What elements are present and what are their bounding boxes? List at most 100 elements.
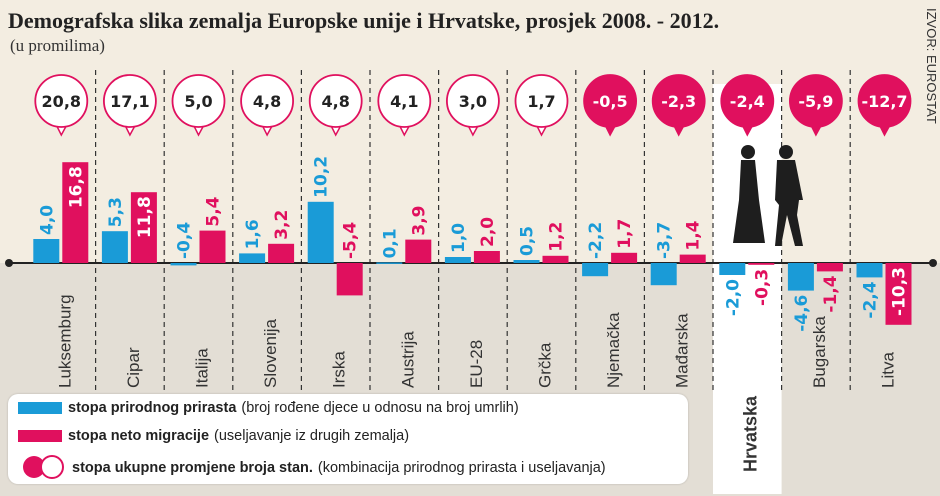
bar-natural-growth [787, 263, 814, 291]
total-change-label: -2,3 [661, 92, 696, 111]
value-label: 11,8 [135, 196, 155, 238]
bar-natural-growth [307, 201, 334, 263]
bar-migration [473, 251, 500, 263]
value-label: 0,1 [380, 228, 400, 258]
value-label: -3,7 [655, 222, 675, 259]
bar-migration [679, 254, 706, 263]
legend-swatch-pink [18, 430, 62, 442]
category-label: Cipar [124, 347, 143, 388]
bar-natural-growth [650, 263, 677, 286]
legend-note: (useljavanje iz drugih zemalja) [214, 428, 410, 444]
total-change-bubble [514, 74, 569, 128]
total-change-bubble [720, 74, 775, 128]
category-label: Irska [330, 351, 349, 388]
legend-swatch-blue [18, 402, 62, 414]
value-label: 16,8 [66, 166, 86, 208]
total-change-label: -5,9 [798, 92, 833, 111]
category-label: Mađarska [673, 313, 692, 388]
total-change-label: 4,8 [322, 92, 350, 111]
total-change-bubble [583, 74, 637, 128]
bar-natural-growth [719, 263, 746, 275]
value-label: 1,6 [243, 219, 263, 249]
category-label: Hrvatska [740, 395, 760, 472]
value-label: -4,6 [792, 295, 812, 332]
category-label: Litva [879, 352, 898, 388]
legend: stopa prirodnog prirasta (broj rođene dj… [8, 394, 688, 484]
bar-natural-growth [33, 239, 60, 263]
total-change-bubble [789, 74, 843, 128]
total-change-label: 3,0 [459, 92, 487, 111]
bar-natural-growth [376, 262, 403, 264]
value-label: 1,7 [615, 219, 635, 249]
value-label: -2,0 [723, 279, 743, 316]
total-change-label: 4,8 [253, 92, 281, 111]
bar-migration [130, 192, 157, 263]
legend-label: stopa prirodnog prirasta [68, 400, 237, 416]
total-change-bubble [377, 74, 432, 128]
legend-item-migration: stopa neto migracije (useljavanje iz dru… [18, 428, 409, 444]
value-label: -1,4 [821, 275, 841, 312]
value-label: -0,4 [175, 222, 195, 259]
bar-migration [542, 255, 569, 263]
total-change-bubble [102, 74, 157, 128]
total-change-label: 5,0 [184, 92, 212, 111]
bar-natural-growth [513, 260, 540, 263]
legend-label: stopa neto migracije [68, 428, 210, 444]
axis-end-dot [5, 259, 13, 267]
value-label: 4,0 [37, 205, 57, 235]
value-label: 3,9 [409, 205, 429, 235]
value-label: 1,0 [449, 223, 469, 253]
legend-item-natural-growth: stopa prirodnog prirasta (broj rođene dj… [18, 400, 519, 416]
legend-note: (broj rođene djece u odnosu na broj umrl… [241, 400, 519, 416]
people-silhouette-icon [733, 145, 803, 246]
total-change-bubble [34, 74, 89, 128]
total-change-bubble [240, 74, 295, 128]
value-label: -5,4 [341, 222, 361, 259]
total-change-label: -2,4 [730, 92, 765, 111]
value-label: 5,4 [204, 196, 224, 226]
bar-natural-growth [239, 253, 266, 263]
bar-natural-growth [856, 263, 883, 278]
total-change-label: 1,7 [527, 92, 555, 111]
bar-natural-growth [101, 231, 128, 263]
category-label: Italija [193, 348, 212, 388]
bar-natural-growth [444, 257, 471, 263]
axis-end-dot [929, 259, 937, 267]
bubble-pair-icon [23, 455, 64, 479]
category-label: Luksemburg [55, 294, 74, 388]
chart-title: Demografska slika zemalja Europske unije… [8, 8, 720, 33]
bar-migration [199, 230, 226, 263]
value-label: 10,2 [312, 156, 332, 198]
body [775, 160, 803, 246]
total-change-label: 17,1 [110, 92, 149, 111]
body [733, 160, 765, 243]
category-label: Grčka [536, 342, 555, 388]
total-change-bubble [857, 74, 912, 128]
head [741, 145, 755, 159]
category-label: Bugarska [810, 316, 829, 388]
legend-label: stopa ukupne promjene broja stan. [72, 460, 313, 476]
bar-natural-growth [170, 263, 197, 266]
bar-migration [405, 239, 432, 263]
total-change-bubble [651, 74, 706, 128]
bar-migration [885, 263, 912, 325]
bar-migration [611, 252, 638, 263]
chart-subtitle: (u promilima) [10, 36, 105, 55]
legend-item-total-change: stopa ukupne promjene broja stan. (kombi… [18, 454, 606, 482]
value-label: 1,2 [547, 222, 567, 252]
legend-note: (kombinacija prirodnog prirasta i uselja… [317, 460, 606, 476]
bar-migration [336, 263, 363, 296]
value-label: 0,5 [518, 226, 538, 256]
value-label: 1,4 [684, 220, 704, 250]
total-change-bubble [308, 74, 363, 128]
category-label: EU-28 [467, 340, 486, 388]
total-change-bubble [171, 74, 226, 128]
total-change-label: -12,7 [861, 92, 907, 111]
bar-natural-growth [582, 263, 609, 277]
bar-migration [816, 263, 843, 272]
value-label: 5,3 [106, 197, 126, 227]
category-label: Austrija [398, 331, 417, 388]
category-label: Slovenija [261, 318, 280, 388]
total-change-bubble [445, 74, 500, 128]
value-label: -2,2 [586, 222, 606, 259]
